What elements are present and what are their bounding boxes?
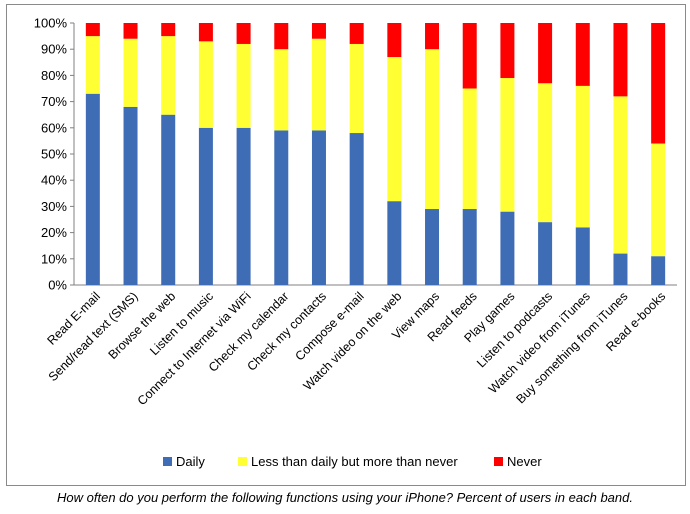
legend-label: Less than daily but more than never	[251, 454, 458, 469]
bar-segment-daily	[462, 209, 477, 285]
bar-segment-never	[613, 23, 628, 97]
x-category-label: Browse the web	[106, 289, 179, 362]
bar-segment-less-than-daily	[198, 41, 213, 128]
bar-segment-never	[161, 23, 176, 37]
bar-segment-never	[462, 23, 477, 89]
bar-segment-daily	[651, 256, 666, 285]
bar-segment-less-than-daily	[311, 38, 326, 131]
bar-segment-never	[236, 23, 251, 44]
bar-segment-never	[387, 23, 402, 58]
y-tick-label: 0%	[48, 278, 67, 293]
bars	[85, 23, 666, 286]
bar-segment-less-than-daily	[651, 143, 666, 257]
y-tick-label: 80%	[41, 68, 67, 83]
bar-segment-daily	[274, 130, 289, 285]
legend: Daily Less than daily but more than never…	[163, 454, 542, 469]
y-tick-label: 70%	[41, 94, 67, 109]
y-tick-label: 10%	[41, 251, 67, 266]
bar-segment-less-than-daily	[349, 43, 364, 134]
bar-segment-daily	[500, 211, 515, 285]
y-tick-label: 40%	[41, 173, 67, 188]
chart-frame: 0% 10% 20% 30% 40% 50% 60% 70% 80% 90% 100% Read E…	[6, 4, 686, 486]
bar-segment-never	[123, 23, 138, 39]
legend-label: Never	[507, 454, 542, 469]
stacked-bar-chart: 0% 10% 20% 30% 40% 50% 60% 70% 80% 90% 100% Read E…	[34, 16, 677, 469]
y-tick-label: 90%	[41, 42, 67, 57]
bar-segment-never	[538, 23, 553, 84]
figure-caption: How often do you perform the following f…	[57, 490, 633, 505]
bar-segment-never	[85, 23, 100, 37]
bar-segment-daily	[425, 209, 440, 285]
bar-segment-daily	[85, 93, 100, 286]
bar-segment-daily	[311, 130, 326, 285]
y-tick-label: 30%	[41, 199, 67, 214]
bar-segment-daily	[349, 133, 364, 285]
bar-segment-less-than-daily	[85, 36, 100, 94]
y-axis: 0% 10% 20% 30% 40% 50% 60% 70% 80% 90% 100%	[34, 16, 677, 293]
legend-swatch	[494, 457, 503, 466]
bar-segment-less-than-daily	[425, 49, 440, 210]
bar-segment-less-than-daily	[236, 43, 251, 128]
bar-segment-never	[198, 23, 213, 42]
bar-segment-less-than-daily	[123, 38, 138, 107]
bar-segment-less-than-daily	[613, 96, 628, 254]
legend-label: Daily	[176, 454, 205, 469]
bar-segment-never	[651, 23, 666, 144]
bar-segment-daily	[123, 106, 138, 285]
bar-segment-never	[274, 23, 289, 50]
bar-segment-less-than-daily	[274, 49, 289, 131]
bar-segment-daily	[575, 227, 590, 285]
bar-segment-less-than-daily	[387, 57, 402, 202]
bar-segment-less-than-daily	[462, 88, 477, 210]
bar-segment-never	[311, 23, 326, 39]
bar-segment-less-than-daily	[500, 78, 515, 212]
bar-segment-less-than-daily	[161, 36, 176, 115]
x-category-label: Compose e-mail	[293, 289, 367, 363]
bar-segment-less-than-daily	[538, 83, 553, 223]
bar-segment-never	[500, 23, 515, 79]
bar-segment-never	[425, 23, 440, 50]
legend-swatch	[163, 457, 172, 466]
bar-segment-never	[349, 23, 364, 44]
bar-segment-daily	[161, 114, 176, 285]
bar-segment-less-than-daily	[575, 85, 590, 228]
bar-segment-daily	[613, 253, 628, 285]
bar-segment-daily	[236, 127, 251, 285]
bar-segment-daily	[198, 127, 213, 285]
bar-segment-never	[575, 23, 590, 86]
bar-segment-daily	[387, 201, 402, 285]
legend-swatch	[238, 457, 247, 466]
bar-segment-daily	[538, 222, 553, 285]
y-tick-label: 60%	[41, 120, 67, 135]
y-tick-label: 20%	[41, 225, 67, 240]
y-tick-label: 100%	[34, 16, 68, 31]
y-tick-label: 50%	[41, 147, 67, 162]
